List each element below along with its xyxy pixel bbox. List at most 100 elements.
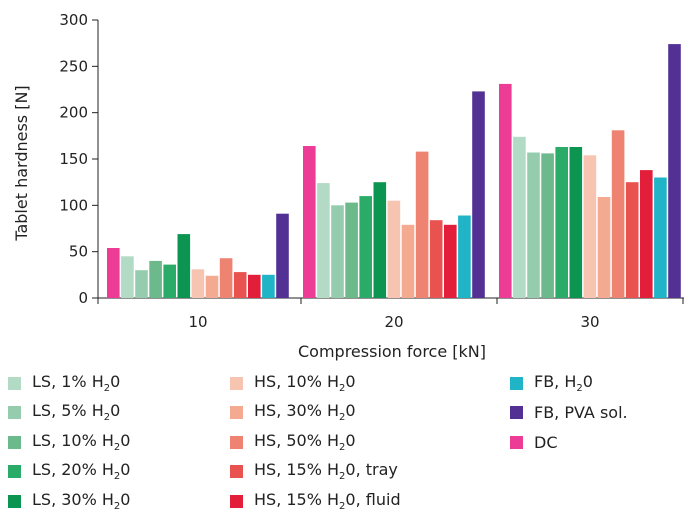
legend-label: LS, 20% H20 xyxy=(32,460,130,482)
legend-label-subscript: 2 xyxy=(339,383,346,395)
bar xyxy=(472,91,485,299)
bar xyxy=(248,274,261,298)
legend-swatch xyxy=(230,465,243,478)
bar xyxy=(668,44,681,298)
legend-label-subscript: 2 xyxy=(339,412,346,424)
bar xyxy=(345,202,358,298)
bar xyxy=(262,274,275,298)
legend-label-suffix: 0 xyxy=(110,371,121,391)
y-axis-title: Tablet hardness [N] xyxy=(12,85,31,241)
bar xyxy=(149,260,162,298)
bar xyxy=(387,200,401,298)
bar xyxy=(107,248,120,298)
legend-swatch xyxy=(510,406,523,419)
legend-label-text: HS, 15% H xyxy=(254,489,340,509)
bar xyxy=(219,258,233,298)
y-tick-label: 0 xyxy=(78,289,88,307)
legend-label-suffix: 0 xyxy=(120,430,131,450)
y-tick-label: 250 xyxy=(59,57,88,75)
legend-label-text: LS, 1% H xyxy=(32,371,104,391)
bar xyxy=(276,213,289,298)
legend-label-suffix: 0 xyxy=(345,401,356,421)
legend-item: LS, 5% H20 xyxy=(8,401,120,424)
legend-label-subscript: 2 xyxy=(339,442,346,454)
legend-label-subscript: 2 xyxy=(103,383,111,395)
legend-swatch xyxy=(8,494,21,508)
legend-item: HS, 15% H20, tray xyxy=(230,460,398,483)
legend-label-suffix: 0 xyxy=(345,430,356,450)
legend-label-suffix: 0 xyxy=(120,460,131,480)
bar xyxy=(303,146,316,298)
bar xyxy=(541,153,554,298)
bar xyxy=(401,224,415,298)
legend-label-subscript: 2 xyxy=(113,501,121,512)
bar xyxy=(640,170,653,298)
legend-item: LS, 10% H20 xyxy=(8,431,130,453)
legend-label-text: LS, 20% H xyxy=(32,460,114,480)
legend-label: HS, 15% H20, fluid xyxy=(254,490,401,512)
y-tick-label: 150 xyxy=(59,150,88,168)
legend-item: DC xyxy=(510,431,558,453)
legend-item: HS, 50% H20 xyxy=(230,431,356,453)
legend-item: HS, 10% H20 xyxy=(230,372,356,394)
bar xyxy=(177,234,191,298)
legend-label: HS, 10% H20 xyxy=(254,372,356,394)
legend-label-text: FB, PVA sol. xyxy=(534,403,628,422)
y-tick-label: 100 xyxy=(59,196,88,214)
y-axis: 0 50 100 150 200 250 300 xyxy=(59,11,99,307)
y-tick-label: 200 xyxy=(59,104,88,122)
legend-label-text: HS, 30% H xyxy=(254,401,340,421)
bar xyxy=(527,152,540,298)
bar xyxy=(513,136,526,298)
legend-label-subscript: 2 xyxy=(113,442,121,454)
bar xyxy=(499,83,512,299)
legend-label: LS, 10% H20 xyxy=(32,431,130,453)
legend-label-subscript: 2 xyxy=(103,412,111,424)
legend-item: HS, 15% H20, fluid xyxy=(230,490,401,512)
legend-item: LS, 1% H20 xyxy=(8,372,120,394)
legend-label: LS, 5% H20 xyxy=(32,401,120,423)
legend-swatch xyxy=(8,406,21,419)
bar xyxy=(611,130,625,298)
legend-label: HS, 15% H20, tray xyxy=(254,460,398,482)
legend-item: LS, 20% H20 xyxy=(8,460,130,483)
bar xyxy=(654,177,667,298)
bar xyxy=(205,275,219,298)
legend-swatch xyxy=(230,406,243,419)
legend-label-suffix: 0 xyxy=(120,489,131,509)
bars xyxy=(107,44,681,299)
bar xyxy=(429,220,443,298)
legend-label-suffix: 0, fluid xyxy=(345,489,401,509)
legend-item: HS, 30% H20 xyxy=(230,401,356,424)
legend-label: LS, 30% H20 xyxy=(32,490,130,512)
legend-label: FB, H20 xyxy=(534,372,593,394)
bar xyxy=(555,147,568,298)
bar-chart: 0 50 100 150 200 250 300 10 20 30 Tablet hardnes… xyxy=(12,11,684,361)
legend-swatch xyxy=(230,435,243,449)
legend-label-subscript: 2 xyxy=(576,383,583,395)
x-tick-label: 20 xyxy=(384,313,403,331)
bar xyxy=(415,151,429,298)
legend-item: FB, PVA sol. xyxy=(510,402,628,424)
legend-label-text: LS, 10% H xyxy=(32,430,114,450)
y-tick-label: 50 xyxy=(69,243,88,261)
legend-label-text: HS, 15% H xyxy=(254,460,340,480)
legend-label: DC xyxy=(534,433,558,452)
bar xyxy=(135,270,148,298)
legend-label-suffix: 0 xyxy=(582,371,593,391)
legend-label-subscript: 2 xyxy=(339,471,346,483)
legend-label-suffix: 0, tray xyxy=(345,460,398,480)
legend-label-text: HS, 10% H xyxy=(254,371,340,391)
bar xyxy=(373,182,387,298)
bar xyxy=(458,215,471,298)
legend-item: FB, H20 xyxy=(510,372,593,394)
legend-label-subscript: 2 xyxy=(113,471,121,483)
legend-label-text: HS, 50% H xyxy=(254,430,340,450)
legend-label-text: LS, 30% H xyxy=(32,489,114,509)
bar xyxy=(121,256,134,298)
x-tick-label: 30 xyxy=(580,313,599,331)
bar xyxy=(625,182,639,298)
x-axis: 10 20 30 xyxy=(97,297,684,331)
bar xyxy=(163,264,176,298)
bar xyxy=(444,224,457,298)
